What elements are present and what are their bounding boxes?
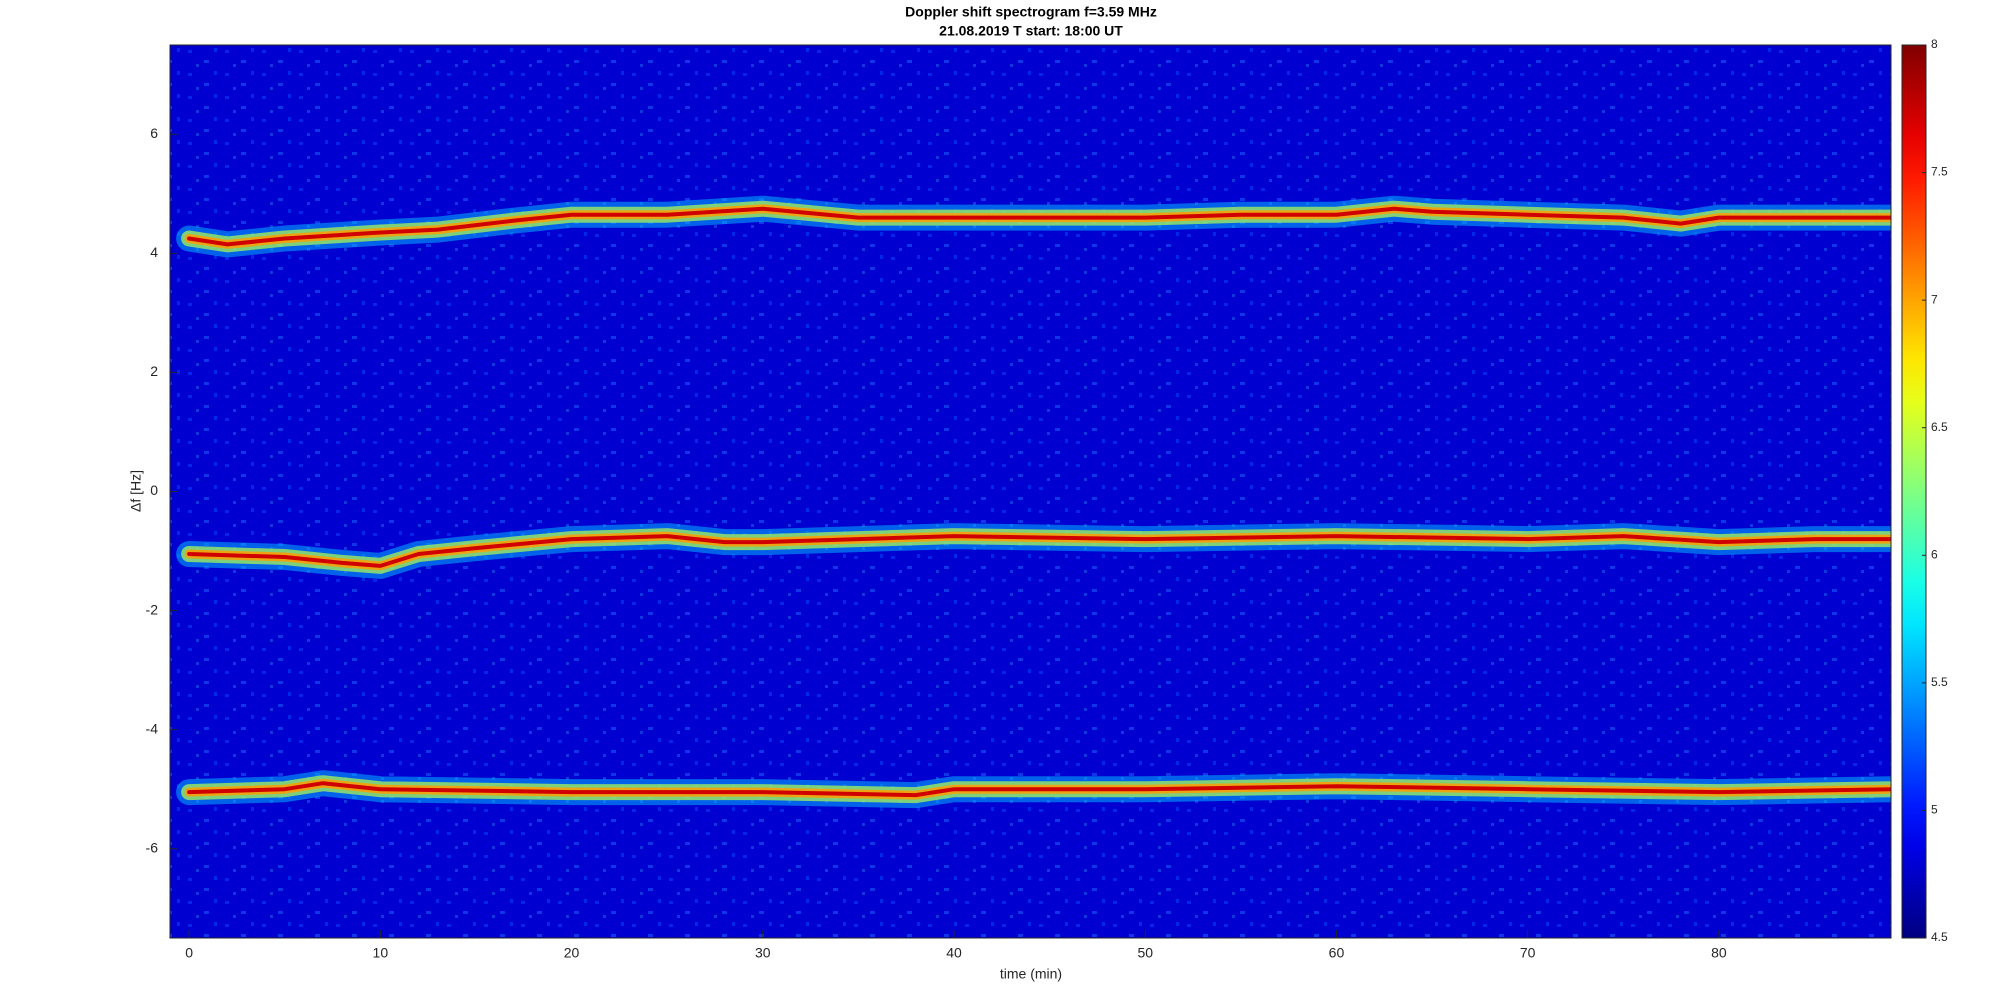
chart-subtitle: 21.08.2019 T start: 18:00 UT [939,23,1123,39]
colorbar-tick-label: 7 [1931,292,1938,306]
x-tick-label: 60 [1329,945,1345,961]
colorbar-tick-label: 5 [1931,803,1938,817]
colorbar-tick-label: 8 [1931,37,1938,51]
chart-title: Doppler shift spectrogram f=3.59 MHz [905,4,1157,20]
y-tick-label: -2 [146,601,159,617]
y-tick-label: 2 [150,363,158,379]
y-axis-label: Δf [Hz] [128,470,144,512]
y-tick-label: 4 [150,244,158,260]
x-tick-label: 80 [1711,945,1727,961]
colorbar-tick-label: 6.5 [1931,420,1948,434]
spectral-trace [187,534,1891,568]
y-tick-label: -4 [146,720,159,736]
x-tick-label: 30 [755,945,771,961]
colorbar-tick-label: 6 [1931,547,1938,561]
colorbar [1901,44,1927,939]
colorbar-tick-label: 7.5 [1931,165,1948,179]
x-tick-label: 70 [1520,945,1536,961]
colorbar-tick-label: 4.5 [1931,930,1948,944]
y-tick-label: -6 [146,839,159,855]
noise-texture [170,45,1891,938]
x-tick-label: 10 [373,945,389,961]
y-tick-label: 0 [150,482,158,498]
spectral-trace [187,781,1891,798]
x-axis-label: time (min) [1000,966,1062,982]
x-tick-label: 20 [564,945,580,961]
x-tick-label: 40 [946,945,962,961]
x-tick-label: 50 [1137,945,1153,961]
y-tick-label: 6 [150,125,158,141]
colorbar-tick-label: 5.5 [1931,675,1948,689]
x-tick-label: 0 [185,945,193,961]
plot-area [170,45,1891,938]
spectral-trace [187,206,1891,247]
